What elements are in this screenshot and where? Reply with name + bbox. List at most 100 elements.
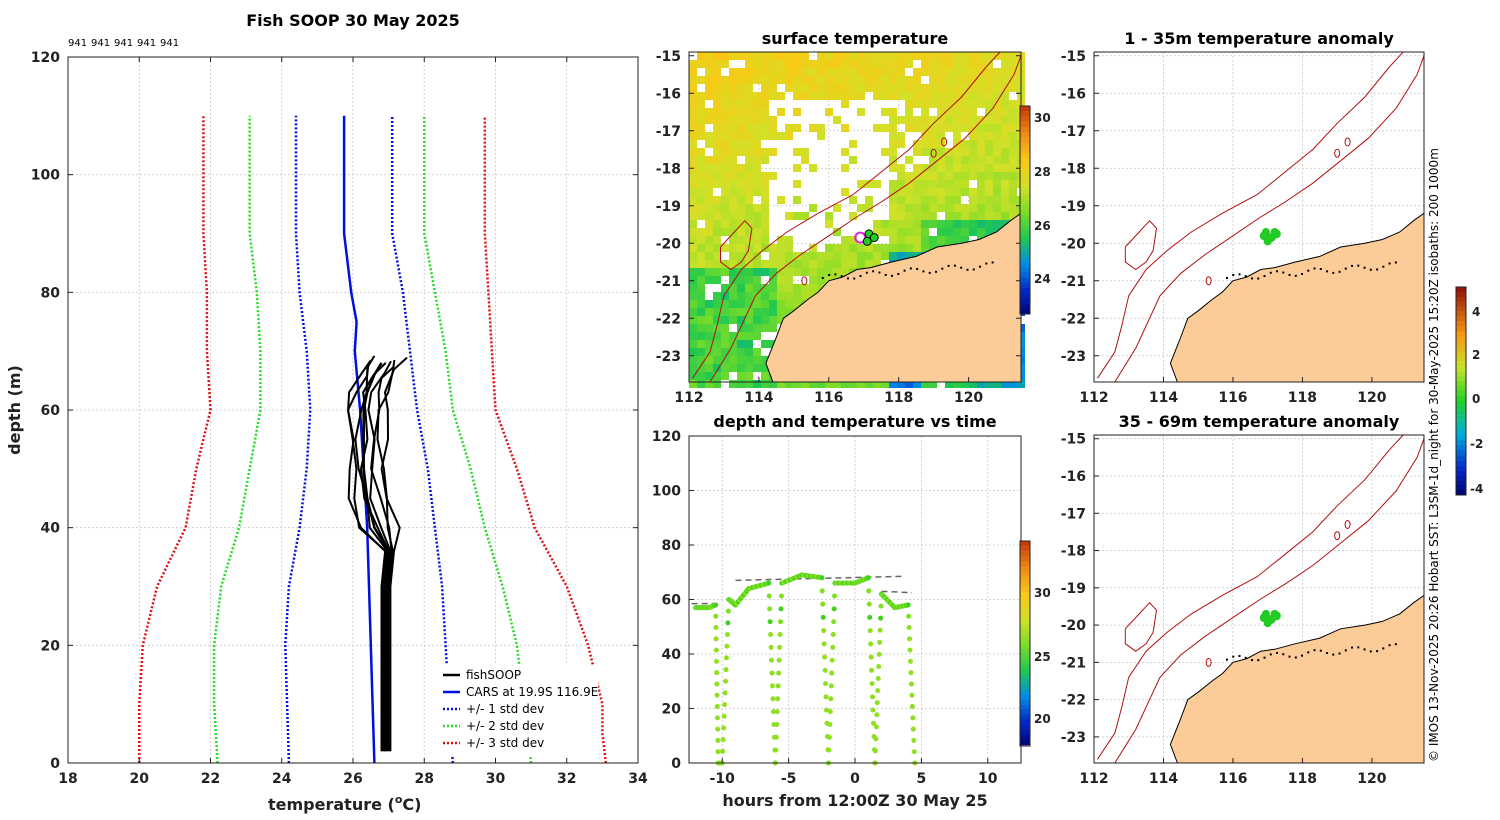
- sst-cell: [729, 380, 737, 388]
- sst-cell: [761, 132, 769, 140]
- sst-cell: [689, 284, 697, 292]
- sst-cell: [761, 340, 769, 348]
- island-dot: [1232, 274, 1235, 277]
- y-tick-label: 120: [652, 429, 681, 445]
- track-point: [769, 683, 775, 689]
- sst-cell: [881, 220, 889, 228]
- colorbar-segment: [1020, 663, 1030, 669]
- x-tick-label: 116: [1218, 390, 1247, 406]
- sst-cell: [889, 108, 897, 116]
- sst-cell: [889, 196, 897, 204]
- sst-cell: [937, 220, 945, 228]
- colorbar-segment: [1456, 311, 1466, 317]
- sst-cell: [929, 164, 937, 172]
- sst-cell: [961, 52, 969, 60]
- track-point: [907, 636, 913, 642]
- sst-cell: [689, 252, 697, 260]
- sst-cell: [777, 316, 785, 324]
- colorbar-segment: [1020, 581, 1030, 588]
- colorbar-segment: [1020, 739, 1030, 746]
- colorbar-segment: [1020, 298, 1030, 304]
- sst-cell: [745, 180, 753, 188]
- sst-cell: [969, 116, 977, 124]
- sst-cell: [753, 348, 761, 356]
- y-tick-label: -16: [656, 86, 681, 102]
- colorbar-segment: [1020, 293, 1030, 299]
- colorbar-segment: [1456, 351, 1466, 357]
- sst-cell: [969, 76, 977, 84]
- tick-labels: 112 114 116 118 120 -15 -16 -17 -18 -19 -20 -21 -22 -…: [1061, 432, 1387, 787]
- sst-cell: [713, 348, 721, 356]
- sst-cell: [737, 68, 745, 76]
- sst-cell: [833, 84, 841, 92]
- tick-labels: 112 114 116 118 120 -15 -16 -17 -18 -19 -20 -21 -22 -…: [656, 49, 1021, 406]
- sst-cell: [897, 76, 905, 84]
- sst-cell: [769, 172, 777, 180]
- sst-cell: [777, 300, 785, 308]
- sst-cell: [705, 236, 713, 244]
- sst-cell: [769, 52, 777, 60]
- sst-cell: [697, 124, 705, 132]
- sst-cell: [937, 196, 945, 204]
- sst-cell: [897, 52, 905, 60]
- sst-cell: [737, 260, 745, 268]
- colorbar-segment: [1020, 158, 1030, 164]
- track-point: [868, 654, 874, 660]
- sst-cell: [857, 92, 865, 100]
- sst-cell: [785, 52, 793, 60]
- track-point: [830, 632, 836, 638]
- sst-cell: [849, 212, 857, 220]
- colorbar-segment: [1020, 648, 1030, 654]
- sst-cell: [921, 84, 929, 92]
- profile-axes: [67, 56, 639, 764]
- reef-contour: [1344, 137, 1351, 147]
- sst-cell: [953, 236, 961, 244]
- sst-cell: [825, 244, 833, 252]
- colorbar-segment: [1456, 291, 1466, 298]
- sst-cell: [729, 132, 737, 140]
- track-point: [821, 641, 827, 647]
- sst-cell: [1001, 76, 1009, 84]
- island-dot: [1244, 275, 1247, 278]
- sst-cell: [697, 364, 705, 372]
- sst-cell: [985, 220, 993, 228]
- y-tick-label: -22: [1061, 693, 1086, 709]
- sst-cell: [913, 236, 921, 244]
- sst-cell: [913, 196, 921, 204]
- sst-cell: [761, 212, 769, 220]
- sst-cell: [929, 148, 937, 156]
- track-point: [720, 748, 726, 754]
- colorbar-segment: [1020, 719, 1030, 725]
- y-tick-label: -22: [656, 311, 681, 327]
- sst-cell: [721, 356, 729, 364]
- sst-cell: [1009, 172, 1017, 180]
- y-tick-label: 20: [662, 702, 682, 718]
- track-point: [866, 601, 872, 607]
- sst-cell: [977, 220, 985, 228]
- sst-cell: [889, 244, 897, 252]
- sst-cell: [977, 380, 985, 388]
- sst-cell: [801, 68, 809, 76]
- colorbar-segment: [1020, 256, 1030, 263]
- sst-cell: [889, 188, 897, 196]
- track-point: [714, 704, 720, 710]
- sst-cell: [729, 356, 737, 364]
- sst-cell: [1001, 204, 1009, 212]
- sst-cell: [961, 92, 969, 100]
- sst-cell: [729, 76, 737, 84]
- track-point: [826, 747, 832, 753]
- sst-cell: [737, 76, 745, 84]
- sst-cell: [849, 60, 857, 68]
- sst-cell: [817, 92, 825, 100]
- sst-cell: [721, 100, 729, 108]
- sst-cell: [857, 76, 865, 84]
- track-point: [872, 748, 878, 754]
- sst-cell: [785, 380, 793, 388]
- sst-cell: [705, 324, 713, 332]
- sst-cell: [825, 84, 833, 92]
- sst-cell: [953, 172, 961, 180]
- anom2-axes-base: [1097, 434, 1425, 764]
- sst-cell: [729, 84, 737, 92]
- reef-contour: [801, 276, 808, 286]
